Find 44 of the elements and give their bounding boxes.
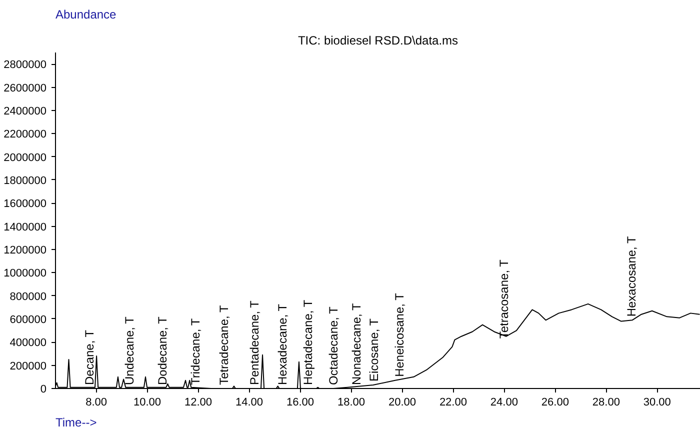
annotation: Heneicosane, T <box>392 292 407 377</box>
y-tick-label: 0 <box>40 384 47 396</box>
y-tick-label: 1800000 <box>4 174 47 187</box>
annotation: Pentadecane, T <box>247 300 262 386</box>
annotation: Tridecane, T <box>188 318 203 386</box>
x-tick-label: 18.00 <box>337 396 365 408</box>
annotation: Tetracosane, T <box>497 258 512 339</box>
annotation: Hexadecane, T <box>275 303 290 386</box>
y-tick-label: 1600000 <box>4 198 47 210</box>
annotation: Nonadecane, T <box>349 302 364 386</box>
x-tick-label: 24.00 <box>490 396 518 408</box>
annotation: Hexacosane, T <box>624 236 639 317</box>
x-axis-title: Time--> <box>56 416 97 430</box>
y-tick-label: 2600000 <box>4 82 47 94</box>
annotation: Octadecane, T <box>326 306 340 386</box>
y-axis-title: Abundance <box>56 8 117 22</box>
chart-title: TIC: biodiesel RSD.D\data.ms <box>298 34 458 48</box>
y-tick-label: 600000 <box>10 314 47 326</box>
y-tick-label: 2200000 <box>4 128 47 141</box>
y-tick-label: 800000 <box>10 290 47 303</box>
y-tick-label: 400000 <box>10 337 47 350</box>
annotation: Eicosane, T <box>367 318 382 382</box>
x-tick-label: 16.00 <box>286 396 314 408</box>
x-tick-label: 14.00 <box>235 396 264 408</box>
x-tick-label: 30.00 <box>643 396 671 408</box>
annotation: Decane, T <box>82 329 97 386</box>
y-tick-label: 1400000 <box>4 221 47 234</box>
annotation: Undecane, T <box>122 316 136 386</box>
annotation: Dodecane, T <box>156 316 170 386</box>
y-tick-label: 2000000 <box>4 152 47 164</box>
x-tick-label: 8.00 <box>86 396 108 408</box>
x-tick-label: 28.00 <box>592 396 620 408</box>
y-tick-label: 1200000 <box>4 244 47 256</box>
annotation: Tetradecane, T <box>216 304 231 386</box>
y-tick-label: 2800000 <box>4 59 47 72</box>
y-tick-label: 2400000 <box>4 105 47 118</box>
x-tick-label: 22.00 <box>439 396 467 408</box>
x-tick-label: 26.00 <box>541 396 569 408</box>
annotation: Heptadecane, T <box>300 299 315 386</box>
x-tick-label: 12.00 <box>184 396 212 408</box>
y-tick-label: 200000 <box>10 360 47 372</box>
x-tick-label: 10.00 <box>134 396 162 408</box>
y-tick-label: 1000000 <box>4 268 47 280</box>
x-tick-label: 20.00 <box>388 396 416 408</box>
